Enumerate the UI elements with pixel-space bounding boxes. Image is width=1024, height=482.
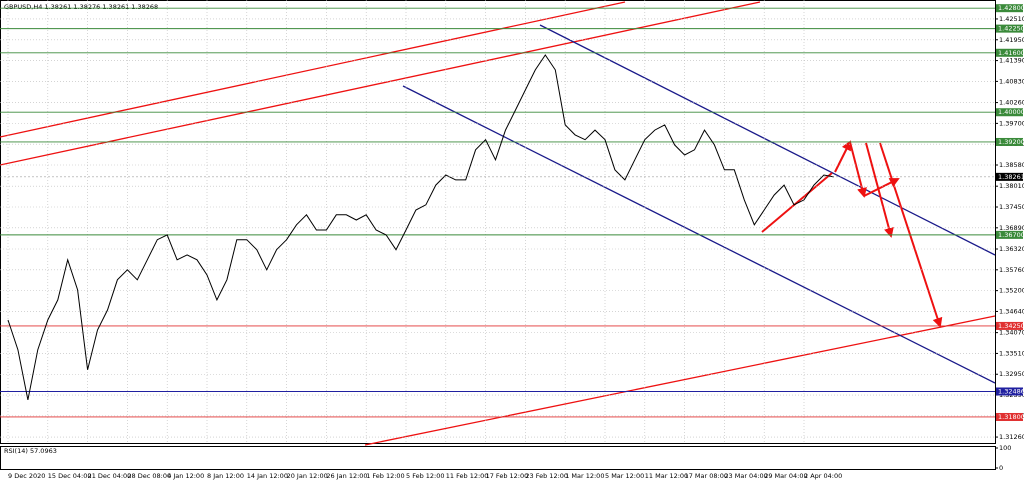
arrow bbox=[849, 141, 867, 198]
x-tick-label: 5 Feb 12:00 bbox=[406, 472, 445, 480]
x-tick-label: 14 Jan 12:00 bbox=[247, 472, 288, 480]
rsi-label: RSI(14) 57.0963 bbox=[4, 447, 57, 455]
y-tick-label: 1.35200 bbox=[999, 287, 1024, 295]
x-tick-label: 23 Feb 12:00 bbox=[525, 472, 568, 480]
level-label: 1.32486 bbox=[998, 387, 1024, 395]
y-tick-label: 1.34640 bbox=[999, 307, 1024, 315]
level-tag bbox=[996, 48, 1023, 57]
level-label: 1.42250 bbox=[998, 25, 1024, 33]
y-tick-label: 1.40830 bbox=[999, 77, 1024, 85]
x-tick-label: 17 Mar 08:00 bbox=[685, 472, 728, 480]
rsi-tick-label: 100 bbox=[999, 444, 1011, 452]
y-tick-label: 1.41950 bbox=[999, 36, 1024, 44]
y-tick-label: 1.39700 bbox=[999, 119, 1024, 127]
x-tick-label: 9 Dec 2020 bbox=[8, 472, 45, 480]
y-tick-label: 1.41390 bbox=[999, 57, 1024, 65]
x-tick-label: 23 Mar 04:00 bbox=[724, 472, 767, 480]
arrow bbox=[834, 140, 851, 173]
level-tag bbox=[996, 108, 1023, 117]
y-tick-label: 1.36890 bbox=[999, 224, 1024, 232]
plot-frame bbox=[0, 0, 996, 444]
x-tick-label: 21 Dec 04:00 bbox=[88, 472, 132, 480]
level-tag bbox=[996, 321, 1023, 330]
red-channel-upper bbox=[0, 1, 626, 138]
level-tag bbox=[996, 230, 1023, 239]
y-tick-label: 1.36320 bbox=[999, 245, 1024, 253]
x-tick-label: 15 Dec 04:00 bbox=[48, 472, 92, 480]
x-tick-label: 5 Mar 12:00 bbox=[605, 472, 644, 480]
x-tick-label: 11 Feb 12:00 bbox=[446, 472, 489, 480]
x-tick-label: 29 Mar 04:00 bbox=[764, 472, 807, 480]
y-tick-label: 1.31260 bbox=[999, 433, 1024, 441]
level-tag bbox=[996, 387, 1023, 396]
blue-channel-upper bbox=[539, 24, 996, 256]
level-tag bbox=[996, 24, 1023, 33]
level-label: 1.34250 bbox=[998, 322, 1024, 330]
x-tick-label: 1 Feb 12:00 bbox=[366, 472, 405, 480]
y-tick-label: 1.38010 bbox=[999, 182, 1024, 190]
last-price-tag bbox=[996, 172, 1023, 181]
red-channel-lower bbox=[0, 1, 761, 166]
level-label: 1.36700 bbox=[998, 231, 1024, 239]
level-tag bbox=[996, 137, 1023, 146]
level-label: 1.42800 bbox=[998, 4, 1024, 12]
last-price-label: 1.38261 bbox=[998, 173, 1024, 181]
y-tick-label: 1.34070 bbox=[999, 329, 1024, 337]
y-tick-label: 1.33510 bbox=[999, 349, 1024, 357]
level-label: 1.31800 bbox=[998, 413, 1024, 421]
x-tick-label: 28 Dec 08:00 bbox=[127, 472, 171, 480]
x-tick-label: 26 Jan 12:00 bbox=[326, 472, 367, 480]
x-tick-label: 11 Mar 12:00 bbox=[645, 472, 688, 480]
y-tick-label: 1.42510 bbox=[999, 15, 1024, 23]
rise-line bbox=[761, 172, 833, 233]
x-tick-label: 20 Jan 12:00 bbox=[287, 472, 328, 480]
chart-title: GBPUSD,H4 1.38261 1.38276 1.38261 1.3826… bbox=[4, 3, 158, 11]
level-tag bbox=[996, 4, 1023, 13]
rsi-frame bbox=[0, 446, 996, 470]
x-tick-label: 8 Jan 12:00 bbox=[207, 472, 244, 480]
x-tick-label: 2 Apr 04:00 bbox=[804, 472, 842, 480]
x-tick-label: 17 Feb 12:00 bbox=[486, 472, 529, 480]
level-label: 1.40000 bbox=[998, 108, 1024, 116]
x-tick-label: 4 Jan 12:00 bbox=[167, 472, 204, 480]
y-tick-label: 1.38580 bbox=[999, 161, 1024, 169]
y-tick-label: 1.37450 bbox=[999, 203, 1024, 211]
level-label: 1.39200 bbox=[998, 138, 1024, 146]
level-tag bbox=[996, 412, 1023, 421]
y-tick-label: 1.32950 bbox=[999, 370, 1024, 378]
rsi-tick-label: 0 bbox=[999, 464, 1003, 472]
red-support bbox=[364, 315, 996, 446]
level-label: 1.41600 bbox=[998, 49, 1024, 57]
price-line bbox=[7, 54, 834, 400]
y-tick-label: 1.35760 bbox=[999, 266, 1024, 274]
x-tick-label: 1 Mar 12:00 bbox=[565, 472, 604, 480]
arrow bbox=[865, 142, 894, 238]
y-tick-label: 1.40260 bbox=[999, 99, 1024, 107]
